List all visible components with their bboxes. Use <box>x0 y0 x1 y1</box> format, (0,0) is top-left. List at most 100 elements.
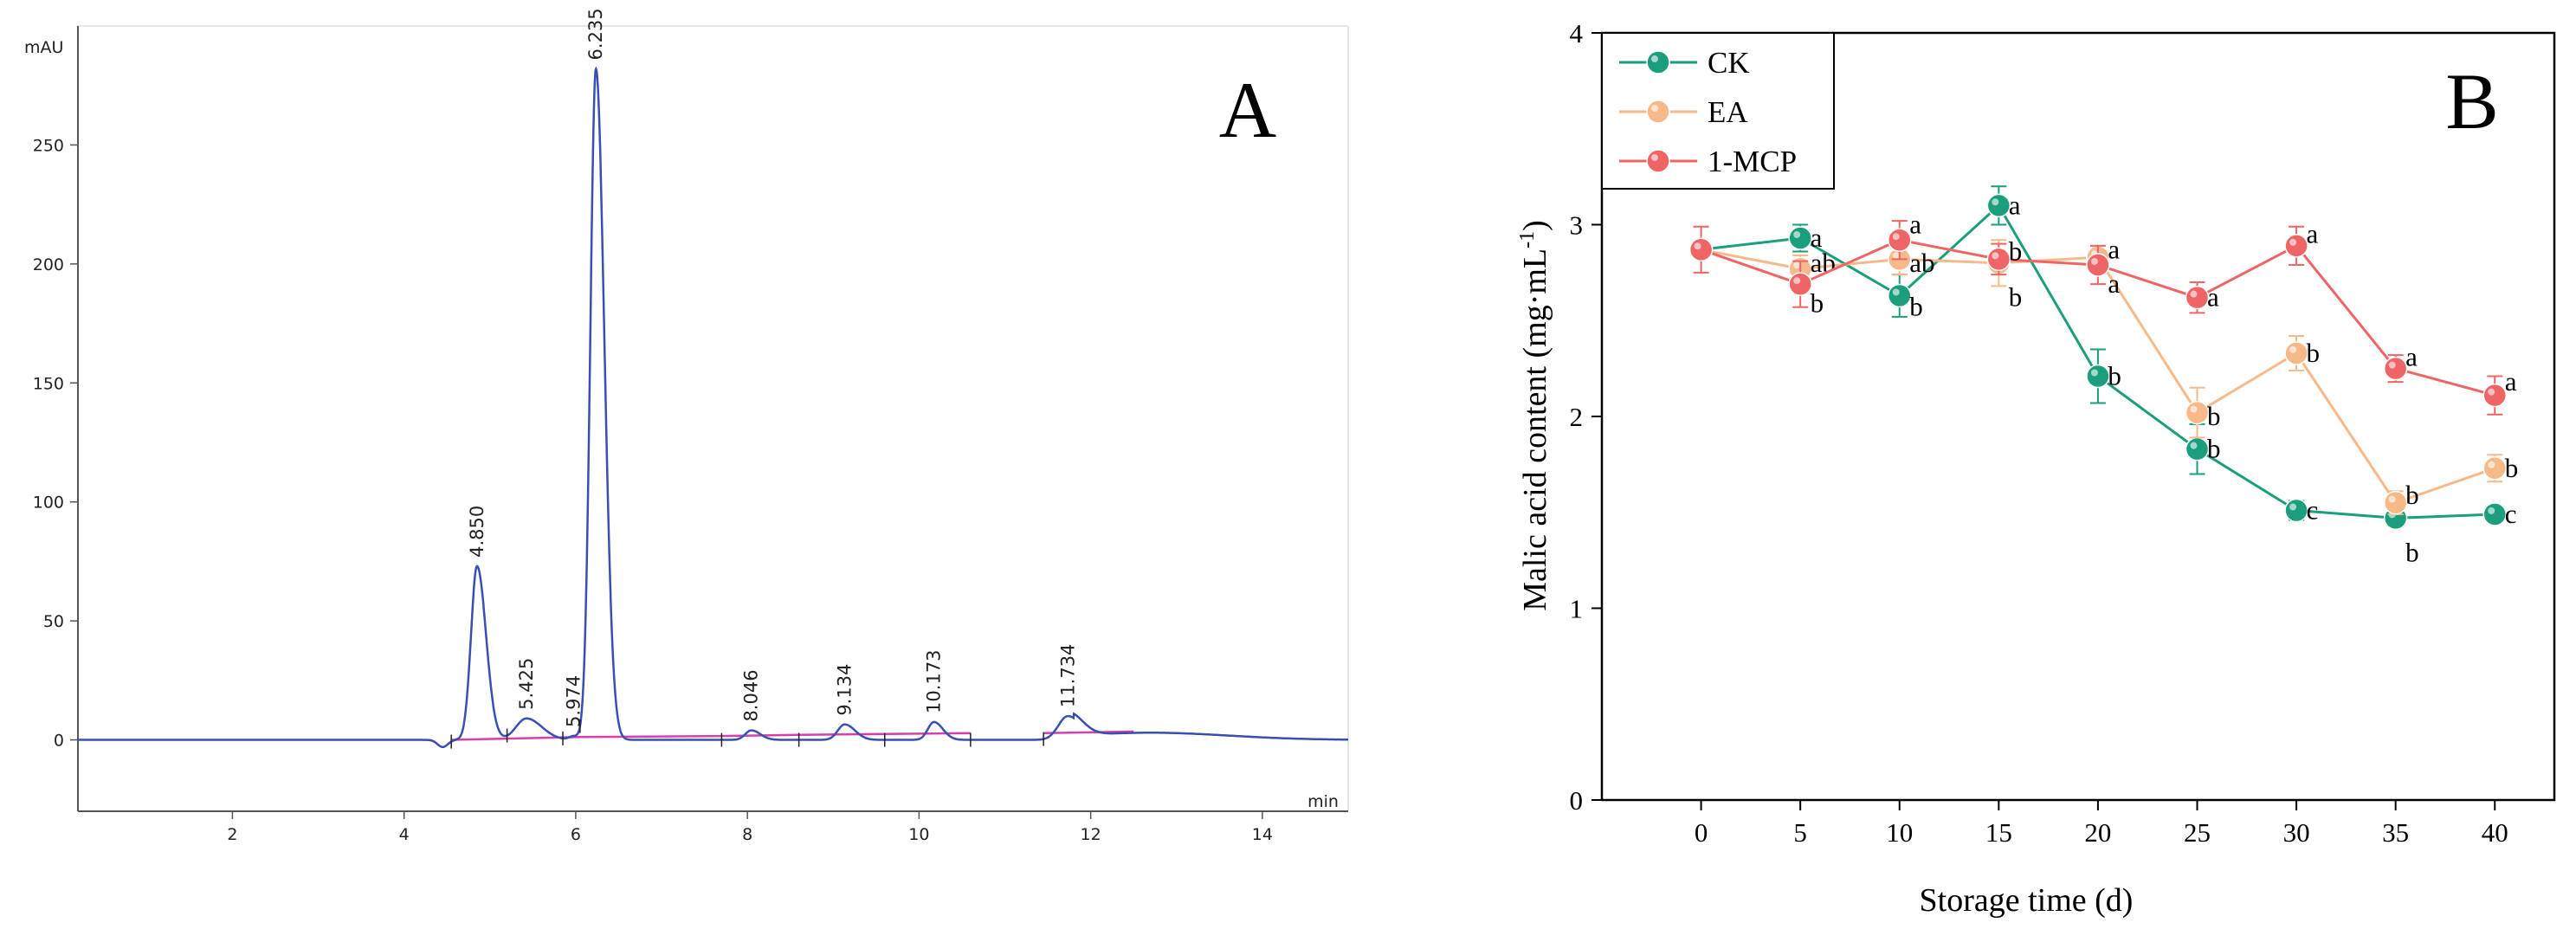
malic-acid-panel: 0 5 10 15 20 25 30 35 40 0 1 2 3 4 Storage time (d) M… <box>1516 18 2556 919</box>
data-point <box>1888 228 1912 252</box>
y-axis-title-main: Malic acid content (mg·mL <box>1517 248 1553 611</box>
significance-letter: a <box>2108 234 2120 264</box>
data-point-highlight <box>2488 461 2495 468</box>
data-point <box>1888 283 1912 308</box>
chromatogram-y-tick-label: 200 <box>33 255 64 274</box>
significance-letter: a <box>2108 268 2120 299</box>
data-point-highlight <box>2090 369 2098 377</box>
x-tick-label: 20 <box>2084 817 2111 848</box>
peak-label: 8.046 <box>741 669 762 721</box>
data-point <box>2284 234 2308 258</box>
significance-letter: b <box>2207 434 2221 464</box>
data-point <box>1788 226 1812 250</box>
data-point-highlight <box>1892 233 1900 241</box>
significance-letter: b <box>2405 537 2419 567</box>
significance-letter: c <box>2307 495 2319 526</box>
data-point-highlight <box>2190 405 2198 413</box>
data-point <box>2185 436 2210 461</box>
significance-letter: b <box>2108 360 2121 390</box>
data-point <box>2482 502 2507 526</box>
peak-label: 4.850 <box>467 506 487 558</box>
data-point <box>2185 400 2210 425</box>
legend-label: 1-MCP <box>1708 145 1797 178</box>
y-tick-label: 1 <box>1570 594 1584 624</box>
significance-letter: b <box>2009 236 2023 267</box>
data-point-highlight <box>1793 231 1801 239</box>
significance-letter: a <box>2009 190 2021 220</box>
data-point <box>2383 490 2408 515</box>
data-point-highlight <box>2289 503 2297 511</box>
x-tick-label: 5 <box>1793 817 1807 848</box>
panel-label-a: A <box>1219 66 1276 154</box>
chromatogram-x-tick-label: 12 <box>1081 825 1101 844</box>
chromatogram-baseline <box>451 730 1134 741</box>
data-point-highlight <box>1892 252 1900 260</box>
chromatogram-x-tick-label: 2 <box>227 825 237 844</box>
data-point-highlight <box>1992 198 1999 206</box>
data-point-highlight <box>2090 258 2098 266</box>
x-tick-label: 30 <box>2283 817 2310 848</box>
data-point <box>2086 364 2110 389</box>
significance-letter: a <box>2207 282 2219 313</box>
significance-letter: b <box>2009 282 2023 313</box>
panel-label-b: B <box>2445 57 2498 145</box>
data-point-highlight <box>1793 261 1801 269</box>
data-point-highlight <box>2289 345 2297 353</box>
x-tick-label: 15 <box>1985 817 2012 848</box>
data-point <box>1788 272 1812 296</box>
significance-letter: b <box>2307 338 2321 368</box>
significance-letter: a <box>2505 366 2517 397</box>
x-tick-label: 0 <box>1695 817 1708 848</box>
significance-letter: a <box>1811 223 1823 253</box>
chromatogram-x-tick-label: 14 <box>1252 825 1273 844</box>
significance-letter: c <box>2505 499 2517 529</box>
significance-letter: ab <box>1909 248 1934 278</box>
chromatogram-ticks: 2 4 6 8 10 12 14 0 50 100 150 200 250 <box>33 136 1273 844</box>
chromatogram-y-tick-label: 100 <box>33 494 64 513</box>
data-point-highlight <box>2190 442 2198 449</box>
chromatogram-y-tick-label: 150 <box>33 374 64 393</box>
peak-label: 10.173 <box>924 649 945 713</box>
data-point <box>1688 237 1714 262</box>
chromatogram-peak-labels: 4.850 5.425 5.974 6.235 8.046 9.134 10.173 11.7… <box>450 8 1078 749</box>
legend-marker <box>1646 100 1670 124</box>
significance-letter: b <box>2207 401 2221 431</box>
data-point-highlight <box>2289 238 2297 246</box>
data-point <box>2383 356 2408 381</box>
data-point <box>2284 341 2308 365</box>
legend-marker-highlight <box>1651 154 1658 161</box>
legend-marker-highlight <box>1651 55 1658 62</box>
legend-label: EA <box>1708 95 1748 129</box>
data-point <box>2185 285 2210 310</box>
peak-label: 9.134 <box>835 664 855 716</box>
data-point-highlight <box>2488 506 2495 514</box>
significance-letter: b <box>1909 292 1923 322</box>
significance-letter: a <box>2307 219 2319 249</box>
legend: CK EA 1-MCP <box>1601 32 1835 190</box>
peak-label: 5.974 <box>563 675 584 727</box>
plot-ticks: 0 5 10 15 20 25 30 35 40 0 1 2 3 4 <box>1570 18 2508 848</box>
y-tick-label: 3 <box>1570 210 1584 241</box>
peak-label: 11.734 <box>1057 644 1078 707</box>
chromatogram-x-tick-label: 10 <box>908 825 929 844</box>
chromatogram-x-unit: min <box>1307 792 1339 811</box>
significance-letter: b <box>2505 453 2519 483</box>
significance-letter: a <box>2405 341 2418 371</box>
data-point-highlight <box>1992 252 1999 260</box>
legend-label: CK <box>1708 46 1750 80</box>
data-point-highlight <box>1892 288 1900 296</box>
y-tick-label: 4 <box>1570 18 1584 48</box>
chromatogram-trace <box>78 66 1348 749</box>
peak-label: 5.425 <box>516 658 537 710</box>
data-point-highlight <box>2388 361 2396 369</box>
y-axis-title-close: ) <box>1517 220 1553 231</box>
data-point-highlight <box>2388 495 2396 503</box>
data-point-highlight <box>2190 290 2198 298</box>
significance-letter: b <box>1811 287 1824 318</box>
chromatogram-y-tick-label: 0 <box>54 732 64 751</box>
significance-letter: b <box>2405 480 2419 510</box>
x-tick-label: 40 <box>2482 817 2508 848</box>
chromatogram-panel: mAU min 2 4 6 8 10 12 14 0 50 100 150 200 250 4.850 5… <box>24 8 1349 844</box>
